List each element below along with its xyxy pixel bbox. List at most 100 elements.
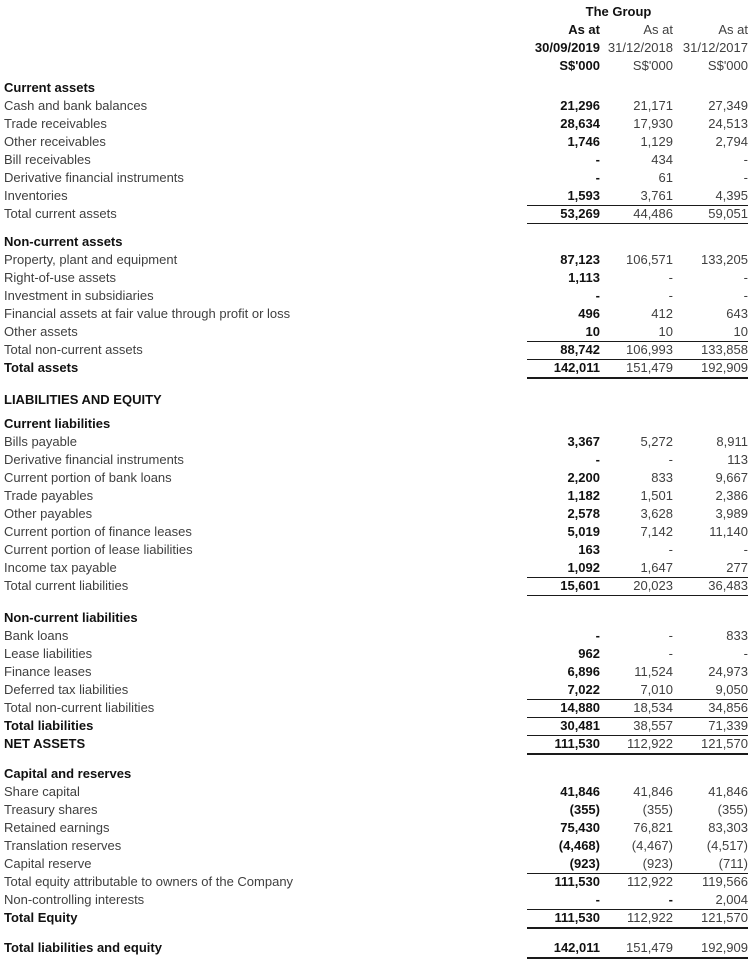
line-item-label: Income tax payable (4, 560, 117, 575)
value-cell: 1,746 (567, 134, 600, 149)
value-cell: 133,858 (701, 342, 748, 357)
line-item-row: Cash and bank balances 21,296 21,171 27,349 (4, 97, 748, 115)
value-cell: - (668, 628, 673, 643)
value-cell: 151,479 (626, 940, 673, 955)
value-cell: 121,570 (701, 910, 748, 925)
value-cell: - (743, 270, 748, 285)
value-cell: 10 (658, 324, 673, 339)
line-item-row: Derivative financial instruments - 61 - (4, 169, 748, 187)
value-cell: - (595, 288, 600, 303)
line-item-label: Derivative financial instruments (4, 170, 184, 185)
line-item-label: Total non-current liabilities (4, 700, 155, 715)
value-cell: 111,530 (554, 874, 600, 889)
value-cell: 10 (585, 324, 600, 339)
line-item-values: 7,022 7,010 9,050 (527, 681, 748, 699)
line-item-values: 53,269 44,486 59,051 (527, 205, 748, 223)
line-item-row: Total non-current assets 88,742 106,993 133… (4, 341, 748, 359)
line-item-row: Property, plant and equipment 87,123 106,5… (4, 251, 748, 269)
value-cell: 5,272 (640, 434, 673, 449)
value-cell: - (595, 152, 600, 167)
statement-section: Capital and reserves Share capital 41,846 4… (4, 765, 748, 927)
value-cell: 18,534 (633, 700, 673, 715)
value-cell: (355) (642, 802, 673, 817)
line-item-label: Current portion of bank loans (4, 470, 172, 485)
line-item-row: Total non-current liabilities 14,880 18,53… (4, 699, 748, 717)
value-cell: 113 (727, 452, 748, 467)
value-cell: 1,501 (640, 488, 673, 503)
line-item-row: Financial assets at fair value through p… (4, 305, 748, 323)
value-cell: 2,794 (715, 134, 748, 149)
line-item-row: Current portion of lease liabilities 163 -… (4, 541, 748, 559)
line-item-values: 41,846 41,846 41,846 (527, 783, 748, 801)
value-cell: (711) (718, 856, 748, 871)
line-item-row: Trade payables 1,182 1,501 2,386 (4, 487, 748, 505)
value-cell: - (595, 892, 600, 907)
line-item-label: Total liabilities and equity (4, 940, 162, 955)
value-cell: 53,269 (560, 206, 600, 221)
value-cell: 1,113 (568, 270, 600, 285)
value-cell: 151,479 (626, 360, 673, 375)
date-header-row: 30/09/2019 31/12/2018 31/12/2017 (4, 39, 748, 57)
line-item-row: Lease liabilities 962 - - (4, 645, 748, 663)
line-item-values: 30,481 38,557 71,339 (527, 717, 748, 735)
value-cell: 192,909 (701, 940, 748, 955)
value-cell: 7,142 (640, 524, 673, 539)
line-item-label: Other assets (4, 324, 78, 339)
value-cell: 44,486 (633, 206, 673, 221)
line-item-label: Bank loans (4, 628, 69, 643)
statement-section: Current assets Cash and bank balances 21,2… (4, 79, 748, 223)
line-item-values: 88,742 106,993 133,858 (527, 341, 748, 359)
line-item-row: Inventories 1,593 3,761 4,395 (4, 187, 748, 205)
value-cell: 24,513 (708, 116, 748, 131)
value-cell: - (668, 270, 673, 285)
line-item-row: Total liabilities and equity 142,011 151,4… (4, 939, 748, 957)
value-cell: 1,593 (567, 188, 600, 203)
line-item-row: Trade receivables 28,634 17,930 24,513 (4, 115, 748, 133)
value-cell: 76,821 (633, 820, 673, 835)
section-title: Capital and reserves (4, 766, 132, 781)
value-cell: 7,010 (640, 682, 673, 697)
value-cell: 34,856 (708, 700, 748, 715)
line-item-label: Total non-current assets (4, 342, 143, 357)
value-cell: 17,930 (633, 116, 673, 131)
value-cell: 412 (651, 306, 673, 321)
value-cell: 61 (658, 170, 673, 185)
value-cell: 30,481 (560, 718, 600, 733)
line-item-row: Other receivables 1,746 1,129 2,794 (4, 133, 748, 151)
line-item-label: Trade payables (4, 488, 94, 503)
value-cell: (4,468) (558, 838, 600, 853)
value-cell: - (595, 628, 600, 643)
line-item-values: - - 113 (527, 451, 748, 469)
line-item-label: Retained earnings (4, 820, 110, 835)
line-item-row: Total current assets 53,269 44,486 59,051 (4, 205, 748, 223)
line-item-label: Translation reserves (4, 838, 122, 853)
value-cell: 106,571 (626, 252, 673, 267)
value-cell: 142,011 (553, 360, 600, 375)
line-item-values: 5,019 7,142 11,140 (527, 523, 748, 541)
column-as-at-label: As at (718, 22, 748, 37)
statement-section: Non-current liabilities Bank loans - - 833 Le… (4, 609, 748, 753)
value-cell: - (743, 288, 748, 303)
value-cell: - (668, 452, 673, 467)
column-currency-unit: S$'000 (632, 58, 673, 73)
value-cell: 10 (733, 324, 748, 339)
value-cell: 111,530 (554, 910, 600, 925)
column-currency-unit: S$'000 (707, 58, 748, 73)
line-item-values: --- (527, 287, 748, 305)
line-item-label: Total assets (4, 360, 79, 375)
value-cell: 2,004 (715, 892, 748, 907)
line-item-row: Total Equity 111,530 112,922 121,570 (4, 909, 748, 927)
line-item-row: Share capital 41,846 41,846 41,846 (4, 783, 748, 801)
line-item-values: (355) (355) (355) (527, 801, 748, 819)
line-item-label: NET ASSETS (4, 736, 86, 751)
value-cell: - (668, 542, 673, 557)
line-item-row: Capital reserve (923) (923) (711) (4, 855, 748, 873)
header-spacer (4, 3, 527, 21)
value-cell: 2,386 (715, 488, 748, 503)
group-header-row: The Group (4, 3, 748, 21)
value-cell: 112,922 (626, 910, 673, 925)
line-item-row: Other assets 10 10 10 (4, 323, 748, 341)
section-title-row: Non-current assets (4, 233, 748, 251)
value-cell: 111,530 (554, 736, 600, 751)
line-item-label: Total Equity (4, 910, 78, 925)
